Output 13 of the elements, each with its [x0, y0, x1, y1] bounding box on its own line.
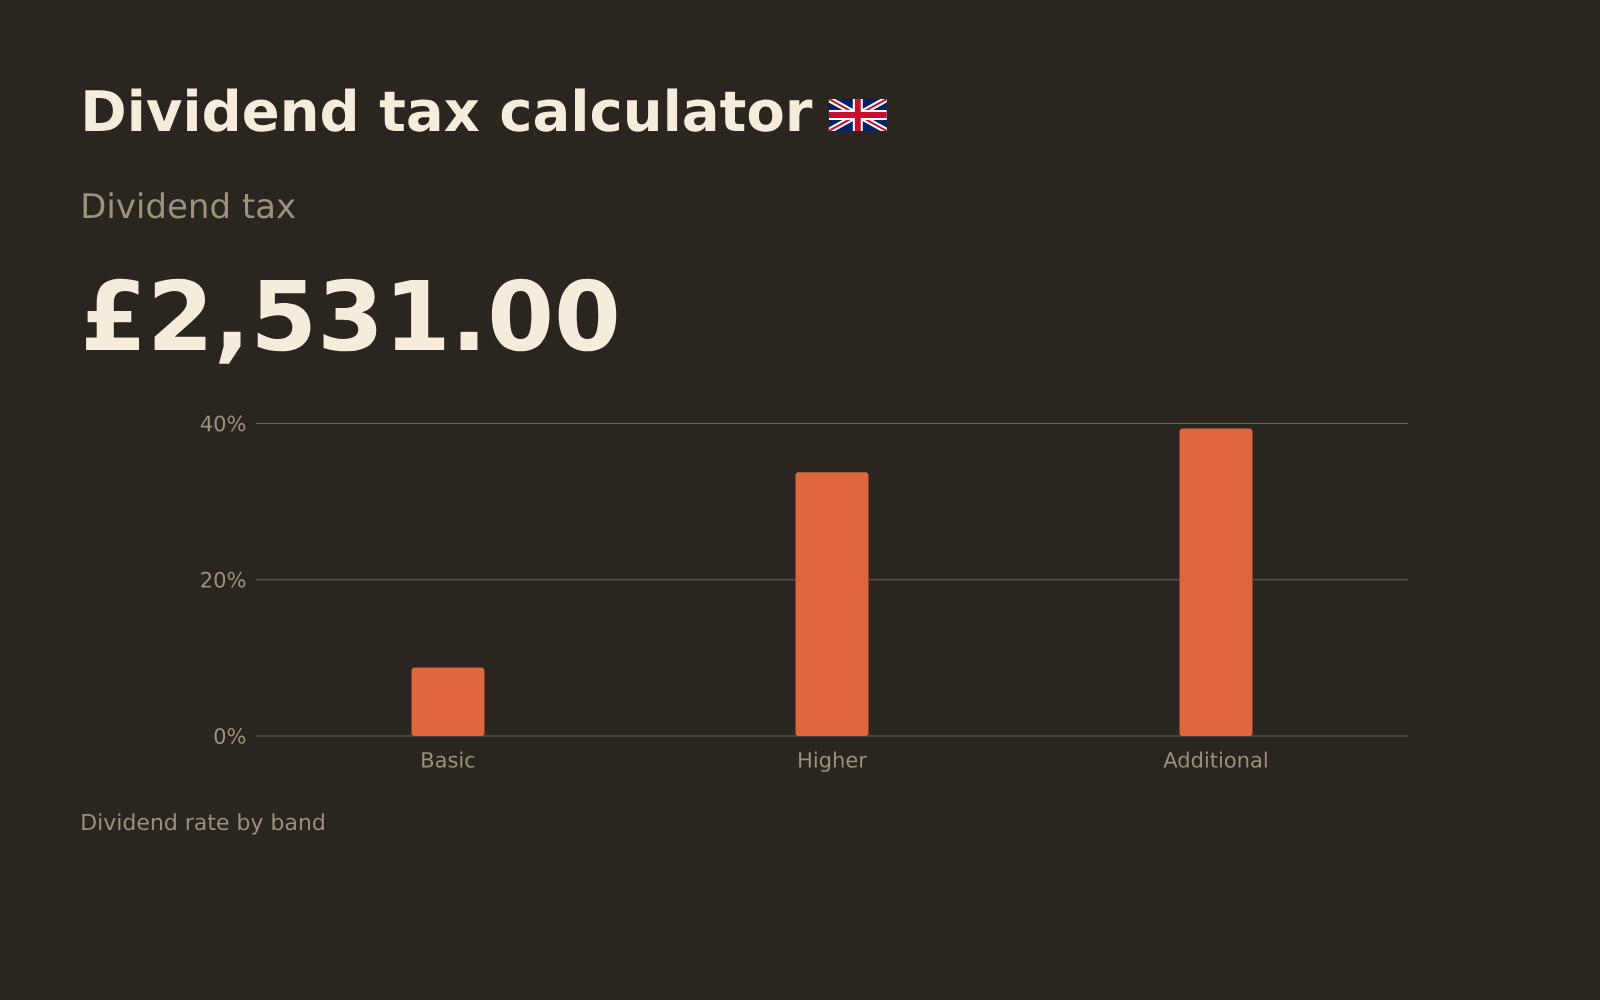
bar: [795, 472, 869, 736]
y-tick-label: 0%: [214, 728, 246, 744]
x-tick-label: Higher: [799, 751, 867, 772]
x-tick-label: Basic: [422, 751, 475, 768]
chart-subtitle: Dividend tax: [83, 192, 296, 219]
y-tick-label: 20%: [201, 571, 246, 588]
y-tick-label: 40%: [200, 415, 246, 432]
text: £2,531.00: [86, 278, 617, 364]
bar: [1179, 428, 1253, 736]
text: Dividend rate by band: [82, 813, 324, 835]
x-tick-label: Additional: [1163, 751, 1267, 768]
chart-title: Dividend tax calculator: [85, 88, 813, 132]
bar: [411, 667, 485, 736]
